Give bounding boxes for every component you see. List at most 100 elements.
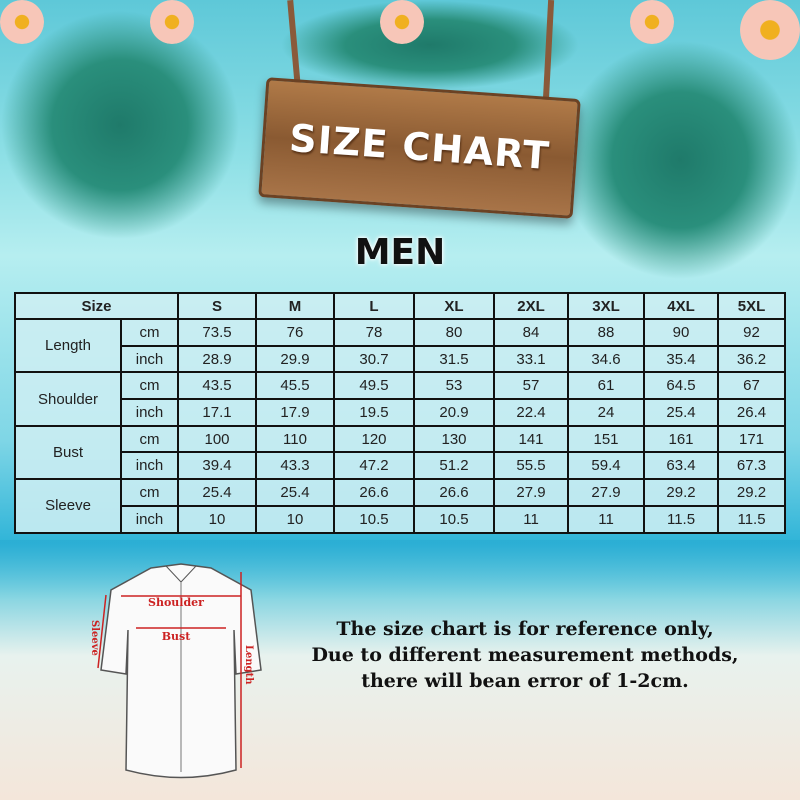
table-cell: 55.5 bbox=[493, 451, 570, 481]
table-cell: 49.5 bbox=[333, 371, 416, 401]
unit-label: cm bbox=[119, 424, 180, 454]
table-cell: 73.5 bbox=[177, 318, 258, 347]
table-row: inch 28.9 29.9 30.7 31.5 33.1 34.6 35.4 36.2 bbox=[15, 344, 787, 374]
size-column-header: 3XL bbox=[567, 292, 646, 320]
measure-label: Shoulder bbox=[14, 371, 122, 427]
table-row: Sleeve cm 25.4 25.4 26.6 26.6 27.9 27.9 29.2 29.2 bbox=[14, 478, 787, 534]
palm-leaves-right bbox=[560, 40, 800, 280]
table-cell: 25.4 bbox=[177, 478, 258, 507]
table-row: inch 10 10 10.5 10.5 11 11 11.5 11.5 bbox=[15, 504, 787, 534]
size-chart-sign: SIZE CHART bbox=[258, 77, 581, 219]
shoulder-label: Shoulder bbox=[148, 596, 204, 609]
table-row: Length cm 73.5 76 78 80 84 88 90 92 bbox=[14, 317, 787, 374]
table-cell: 67 bbox=[717, 371, 787, 401]
flower-decoration bbox=[740, 0, 800, 60]
table-cell: 27.9 bbox=[493, 478, 570, 507]
measure-label: Sleeve bbox=[14, 478, 122, 534]
table-cell: 26.6 bbox=[333, 478, 416, 507]
table-cell: 11 bbox=[567, 504, 646, 534]
flower-decoration bbox=[380, 0, 424, 44]
table-cell: 34.6 bbox=[567, 344, 646, 374]
table-cell: 33.1 bbox=[493, 344, 570, 374]
table-row: Bust cm 100 110 120 130 141 151 161 171 bbox=[14, 424, 787, 481]
table-cell: 92 bbox=[717, 318, 787, 347]
disclaimer-note: The size chart is for reference only, Du… bbox=[270, 616, 780, 694]
table-cell: 120 bbox=[333, 424, 416, 454]
unit-label: cm bbox=[119, 478, 180, 507]
size-column-header: L bbox=[333, 292, 416, 320]
unit-label: cm bbox=[119, 371, 180, 401]
table-cell: 90 bbox=[643, 318, 720, 347]
flower-decoration bbox=[150, 0, 194, 44]
size-header: Size bbox=[13, 292, 180, 320]
table-cell: 24 bbox=[567, 398, 646, 427]
table-cell: 10 bbox=[177, 504, 258, 534]
flower-decoration bbox=[0, 0, 44, 44]
unit-label: inch bbox=[119, 344, 180, 374]
table-cell: 61 bbox=[567, 371, 646, 401]
table-cell: 67.3 bbox=[717, 451, 787, 481]
palm-leaves-left bbox=[0, 10, 240, 240]
table-cell: 59.4 bbox=[567, 451, 646, 481]
table-cell: 64.5 bbox=[643, 371, 720, 401]
table-cell: 151 bbox=[567, 424, 646, 454]
table-cell: 57 bbox=[493, 371, 570, 401]
table-cell: 17.1 bbox=[177, 398, 258, 427]
table-cell: 10.5 bbox=[333, 504, 416, 534]
table-cell: 31.5 bbox=[413, 344, 496, 374]
table-row: inch 39.4 43.3 47.2 51.2 55.5 59.4 63.4 67.3 bbox=[15, 451, 787, 481]
table-cell: 26.6 bbox=[413, 478, 496, 507]
table-cell: 43.5 bbox=[177, 371, 258, 401]
table-cell: 30.7 bbox=[333, 344, 416, 374]
size-column-header: S bbox=[177, 292, 258, 320]
unit-label: cm bbox=[119, 318, 180, 347]
table-cell: 141 bbox=[493, 424, 570, 454]
table-cell: 45.5 bbox=[255, 371, 336, 401]
table-cell: 27.9 bbox=[567, 478, 646, 507]
table-cell: 10.5 bbox=[413, 504, 496, 534]
table-cell: 11 bbox=[493, 504, 570, 534]
unit-label: inch bbox=[119, 504, 180, 534]
note-line: The size chart is for reference only, bbox=[336, 618, 714, 640]
flower-decoration bbox=[630, 0, 674, 44]
table-cell: 29.2 bbox=[643, 478, 720, 507]
table-cell: 36.2 bbox=[717, 344, 787, 374]
table-cell: 63.4 bbox=[643, 451, 720, 481]
unit-label: inch bbox=[119, 451, 180, 481]
table-cell: 39.4 bbox=[177, 451, 258, 481]
note-line: Due to different measurement methods, bbox=[311, 644, 739, 666]
table-cell: 78 bbox=[333, 318, 416, 347]
table-row: Shoulder cm 43.5 45.5 49.5 53 57 61 64.5 67 bbox=[14, 371, 787, 427]
measure-label: Length bbox=[14, 317, 122, 374]
shirt-diagram: Shoulder Bust Sleeve Length bbox=[89, 563, 262, 779]
subtitle: MEN bbox=[354, 232, 446, 273]
table-cell: 10 bbox=[255, 504, 336, 534]
measure-label: Bust bbox=[14, 424, 122, 481]
table-cell: 171 bbox=[717, 424, 787, 454]
table-cell: 88 bbox=[567, 318, 646, 347]
size-column-header: 5XL bbox=[717, 292, 787, 320]
table-cell: 20.9 bbox=[413, 398, 496, 427]
palm-leaves-top bbox=[280, 0, 580, 90]
table-cell: 84 bbox=[493, 318, 570, 347]
table-cell: 22.4 bbox=[493, 398, 570, 427]
table-cell: 47.2 bbox=[333, 451, 416, 481]
table-cell: 17.9 bbox=[255, 398, 336, 427]
table-cell: 130 bbox=[413, 424, 496, 454]
bust-label: Bust bbox=[162, 630, 191, 643]
table-cell: 29.9 bbox=[255, 344, 336, 374]
table-cell: 100 bbox=[177, 424, 258, 454]
table-header-row: Size S M L XL 2XL 3XL 4XL 5XL bbox=[13, 292, 787, 320]
table-row: inch 17.1 17.9 19.5 20.9 22.4 24 25.4 26.4 bbox=[15, 398, 787, 427]
size-table: Size S M L XL 2XL 3XL 4XL 5XL Length cm 73.5 76 78 8… bbox=[13, 292, 787, 534]
table-cell: 51.2 bbox=[413, 451, 496, 481]
sleeve-label: Sleeve bbox=[89, 620, 100, 656]
table-cell: 25.4 bbox=[643, 398, 720, 427]
table-cell: 25.4 bbox=[255, 478, 336, 507]
table-cell: 28.9 bbox=[177, 344, 258, 374]
size-column-header: M bbox=[255, 292, 336, 320]
unit-label: inch bbox=[119, 398, 180, 427]
table-cell: 53 bbox=[413, 371, 496, 401]
table-cell: 76 bbox=[255, 318, 336, 347]
table-cell: 26.4 bbox=[717, 398, 787, 427]
